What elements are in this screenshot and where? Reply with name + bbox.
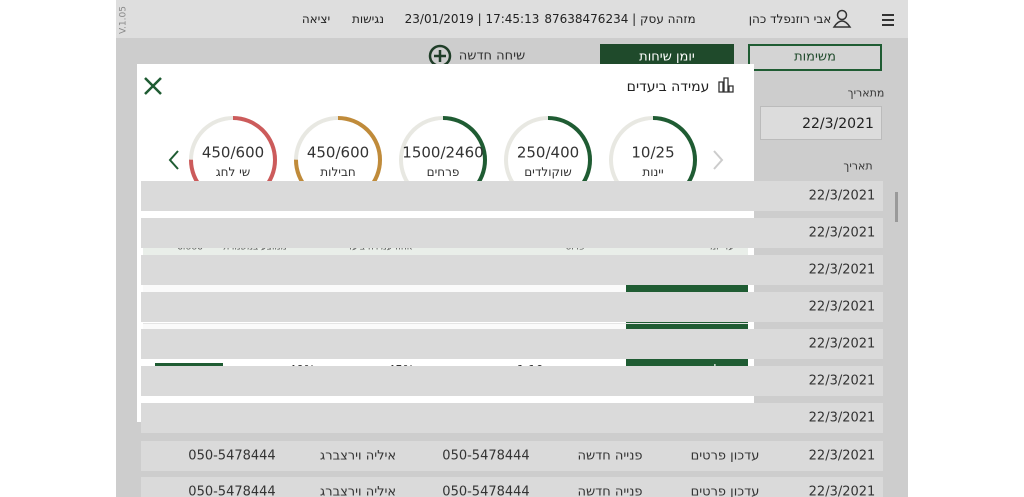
title-icon: [718, 77, 734, 93]
goal-label: יינות: [642, 165, 664, 179]
list-cell: 22/3/2021: [808, 448, 876, 464]
top-bar: [116, 0, 908, 38]
list-cell: 050-5478444: [188, 484, 276, 497]
new-call-label[interactable]: שיחה חדשה: [458, 48, 526, 64]
list-cell: 22/3/2021: [808, 484, 876, 497]
business-id: מזהה עסק | 87638476234: [544, 12, 696, 26]
version: V.1.05: [118, 6, 129, 34]
list-date: 22/3/2021: [808, 336, 876, 352]
tab-button[interactable]: [748, 44, 882, 71]
list-row: [141, 477, 883, 497]
list-cell: פנייה חדשה: [577, 484, 643, 497]
modal-title: עמידה ביעדים: [626, 79, 710, 95]
list-date: 22/3/2021: [808, 299, 876, 315]
list-row: [141, 329, 883, 359]
list-date: 22/3/2021: [808, 262, 876, 278]
goal-label: חבילות: [320, 165, 356, 179]
list-cell: פנייה חדשה: [577, 448, 643, 464]
goal-label: פרחים: [426, 165, 460, 179]
list-row: [141, 218, 883, 248]
scrollbar: [895, 192, 898, 222]
goal-progress: 1500/2460: [402, 143, 484, 162]
from-date: 22/3/2021: [802, 116, 874, 132]
list-cell: 050-5478444: [442, 484, 530, 497]
list-date: 22/3/2021: [808, 373, 876, 389]
user-name: אבי רוזנפלד כהן: [748, 12, 832, 26]
goal-label: שי לחג: [215, 165, 251, 179]
list-cell: עדכון פרטים: [690, 484, 760, 497]
list-date: 22/3/2021: [808, 225, 876, 241]
chevron-left[interactable]: [168, 150, 179, 170]
list-row: [141, 366, 883, 396]
goal-progress: 450/600: [306, 143, 370, 162]
chevron-right: [713, 150, 724, 170]
list-cell: איליה וירצברג: [319, 484, 397, 497]
accessibility-link[interactable]: נגישות: [351, 12, 385, 26]
goal-progress: 450/600: [201, 143, 265, 162]
list-date: 22/3/2021: [808, 410, 876, 426]
list-cell: 050-5478444: [188, 448, 276, 464]
goal-arc: [609, 116, 697, 204]
from-date-label: מתאריך: [847, 86, 885, 100]
goal-progress: 10/25: [631, 143, 675, 162]
tab-label: יומן שיחות: [639, 49, 695, 65]
goal-progress: 250/400: [516, 143, 580, 162]
close-button[interactable]: [144, 77, 162, 95]
list-header: תאריך: [843, 159, 873, 173]
list-row: [141, 403, 883, 433]
list-row: [141, 181, 883, 211]
list-cell: איליה וירצברג: [319, 448, 397, 464]
list-row: [141, 441, 883, 471]
logout-link[interactable]: יציאה: [301, 12, 331, 26]
date-input[interactable]: [760, 106, 882, 140]
list-date: 22/3/2021: [808, 188, 876, 204]
list-cell: עדכון פרטים: [690, 448, 760, 464]
tab-label: משימות: [794, 49, 836, 65]
goal-label: שוקולדים: [524, 165, 572, 179]
list-row: [141, 255, 883, 285]
list-cell: 050-5478444: [442, 448, 530, 464]
list-row: [141, 292, 883, 322]
datetime: 23/01/2019 | 17:45:13: [404, 12, 540, 26]
